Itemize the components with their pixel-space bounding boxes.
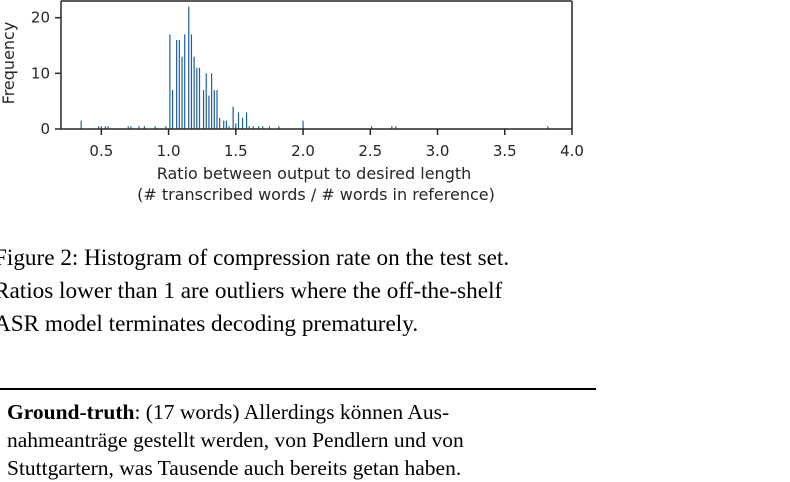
histogram-bars xyxy=(80,6,549,130)
x-axis-label: Ratio between output to desired length xyxy=(157,164,472,183)
histogram-bar xyxy=(248,126,250,129)
histogram-bar xyxy=(196,67,198,129)
histogram-bar xyxy=(98,126,100,129)
histogram-bar xyxy=(165,126,167,129)
histogram-bar xyxy=(278,126,280,129)
example-block: Ground-truth: (17 words) Allerdings könn… xyxy=(7,398,587,482)
y-axis-label: Frequency xyxy=(0,22,18,105)
x-tick-label: 3.5 xyxy=(493,142,517,160)
y-ticks: 0 10 20 xyxy=(31,9,61,138)
histogram-bar xyxy=(211,73,213,129)
x-ticks: 0.5 1.0 1.5 2.0 2.5 3.0 3.5 4.0 xyxy=(89,129,584,160)
y-tick-label: 10 xyxy=(31,64,50,82)
x-tick-label: 4.0 xyxy=(560,142,584,160)
histogram-bar xyxy=(184,34,186,129)
histogram-bar xyxy=(130,126,132,129)
x-tick-label: 1.5 xyxy=(224,142,248,160)
example-line-1: Ground-truth: (17 words) Allerdings könn… xyxy=(7,398,587,426)
example-line-2: nahmeanträge gestellt werden, von Pendle… xyxy=(7,428,464,452)
histogram-bar xyxy=(188,6,190,130)
histogram-bar xyxy=(154,126,156,129)
histogram-bar xyxy=(371,126,373,129)
histogram-bar xyxy=(245,112,248,129)
x-tick-label: 2.5 xyxy=(358,142,382,160)
histogram-bar xyxy=(190,34,193,129)
histogram-bar xyxy=(178,39,180,129)
histogram-bar xyxy=(127,126,129,129)
histogram-bar xyxy=(202,90,205,129)
histogram-bar xyxy=(213,90,215,129)
histogram-bar xyxy=(176,39,178,129)
example-label: Ground-truth xyxy=(7,400,135,424)
histogram-bar xyxy=(232,106,234,129)
histogram-bar xyxy=(391,126,393,129)
histogram-bar xyxy=(223,120,225,129)
histogram-bar xyxy=(216,90,218,129)
histogram-bar xyxy=(225,120,227,129)
histogram-bar xyxy=(104,126,106,129)
histogram-bar xyxy=(395,126,397,129)
caption-line-2: Ratios lower than 1 are outliers where t… xyxy=(0,278,503,304)
histogram-bar xyxy=(100,126,102,129)
histogram-bar xyxy=(205,73,207,129)
histogram-bar xyxy=(208,95,210,129)
histogram-bar xyxy=(302,120,304,129)
histogram-bar xyxy=(169,34,171,129)
histogram-bar xyxy=(268,126,271,129)
histogram-bar xyxy=(258,126,260,129)
figure-caption: Figure 2: Histogram of compression rate … xyxy=(0,242,614,341)
histogram-bar xyxy=(547,126,549,129)
histogram-bar xyxy=(198,67,201,129)
histogram-bar xyxy=(262,126,264,129)
chart-axes xyxy=(60,0,573,130)
histogram-bar xyxy=(143,126,145,129)
caption-line-3: ASR model terminates decoding prematurel… xyxy=(0,311,419,337)
histogram-bar xyxy=(241,117,244,129)
histogram-bar xyxy=(80,120,82,129)
histogram-bar xyxy=(107,126,109,129)
x-tick-label: 2.0 xyxy=(291,142,315,160)
caption-line-1: Figure 2: Histogram of compression rate … xyxy=(0,245,510,271)
y-tick-label: 0 xyxy=(40,120,50,138)
histogram-bar xyxy=(181,56,183,129)
histogram-bar xyxy=(235,123,237,129)
histogram-bar xyxy=(138,126,140,129)
table-top-rule xyxy=(0,388,596,390)
x-tick-label: 1.0 xyxy=(157,142,181,160)
histogram-bar xyxy=(237,112,240,129)
histogram-bar xyxy=(193,56,195,129)
example-line-1-text: : (17 words) Allerdings können Aus- xyxy=(134,400,450,424)
x-axis-sublabel: (# transcribed words / # words in refere… xyxy=(137,185,495,204)
histogram-bar xyxy=(228,126,230,129)
x-tick-label: 0.5 xyxy=(89,142,113,160)
example-line-3: Stuttgartern, was Tausende auch bereits … xyxy=(7,456,462,480)
x-tick-label: 3.0 xyxy=(426,142,450,160)
histogram-chart: 0.5 1.0 1.5 2.0 2.5 3.0 3.5 4.0 0 10 20 Ratio bet… xyxy=(0,0,584,204)
y-tick-label: 20 xyxy=(31,9,50,27)
histogram-bar xyxy=(172,90,174,129)
histogram-bar xyxy=(252,126,254,129)
histogram-bar xyxy=(219,117,221,129)
